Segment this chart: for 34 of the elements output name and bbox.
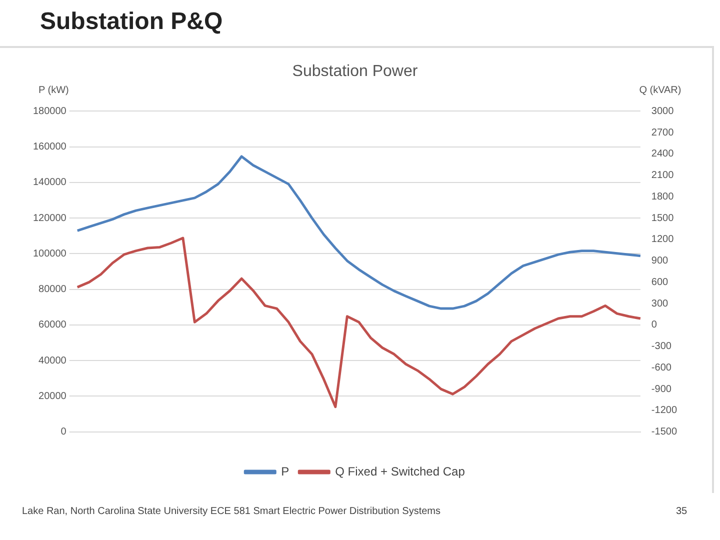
y2-tick-label: 300 (651, 298, 669, 310)
y2-tick-label: 900 (651, 256, 669, 267)
text: Substation P&Q (40, 8, 223, 36)
y2-tick-label: -1500 (651, 426, 678, 438)
text: Lake Ran, North Carolina State University ECE 581 Smart Electric Power Distribution Systems (22, 506, 440, 517)
y2-tick-label: 1800 (651, 191, 674, 202)
y2-tick-label: 3000 (651, 106, 674, 117)
y-tick-label: 40000 (38, 355, 67, 366)
text: 35 (676, 506, 688, 517)
y-tick-label: 80000 (38, 284, 67, 296)
y2-tick-label: 2400 (651, 148, 674, 160)
y-tick-label: 20000 (38, 390, 67, 402)
y2-tick-label: -900 (651, 384, 672, 395)
legend-label: Q Fixed + Switched Cap (335, 464, 466, 478)
y-axis-title: P (kW) (38, 84, 69, 96)
y-tick-label: 140000 (32, 177, 67, 188)
y2-tick-label: 0 (651, 320, 658, 331)
y2-tick-label: 1500 (651, 212, 674, 224)
y2-tick-label: 1200 (651, 234, 674, 246)
y2-tick-label: -300 (651, 341, 672, 352)
y2-tick-label: 600 (651, 276, 669, 288)
chart-title: Substation Power (292, 63, 418, 80)
y2-tick-label: -1200 (651, 405, 678, 416)
y-tick-label: 100000 (32, 248, 67, 260)
y2-tick-label: 2700 (651, 127, 674, 138)
y-tick-label: 0 (60, 426, 67, 438)
y-tick-label: 160000 (32, 142, 67, 153)
y-tick-label: 60000 (38, 320, 67, 331)
y2-tick-label: 2100 (651, 170, 674, 182)
y2-tick-label: -600 (651, 362, 672, 374)
y2-axis-title: Q (kVAR) (639, 84, 682, 96)
y-tick-label: 120000 (32, 212, 67, 224)
legend-label: P (281, 464, 290, 478)
y-tick-label: 180000 (32, 106, 67, 117)
